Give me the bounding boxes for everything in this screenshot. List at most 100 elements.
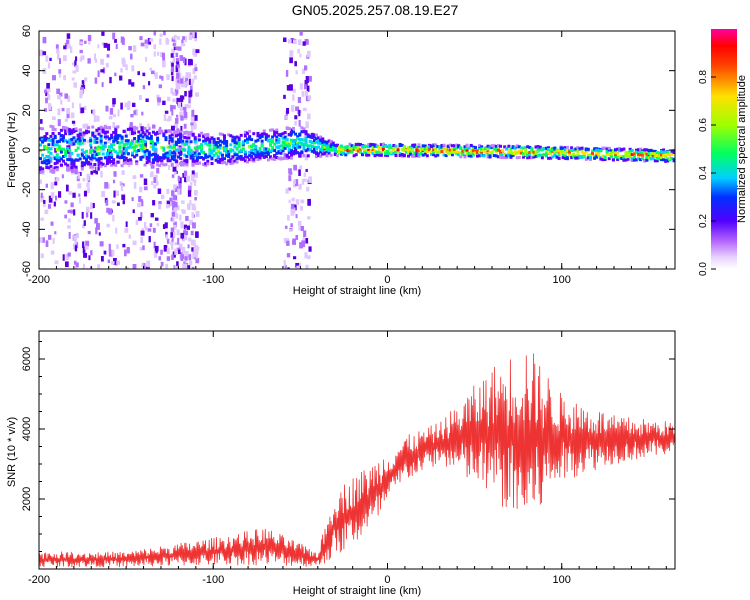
- spectrogram-noise-cell: [175, 187, 178, 192]
- spectrogram-ridge-cell: [59, 147, 63, 151]
- spectrogram-ridge-cell: [325, 149, 329, 153]
- spectrogram-noise-cell: [130, 113, 134, 118]
- spectrogram-noise-cell: [307, 95, 312, 101]
- spectrogram-ridge-cell: [151, 161, 155, 165]
- spectrogram-ridge-cell: [170, 139, 174, 143]
- spectrogram-noise-cell: [156, 94, 160, 100]
- spectrogram-ridge-cell: [430, 152, 434, 156]
- spectrogram-noise-cell: [179, 106, 183, 112]
- spectrogram-ridge-cell: [285, 141, 289, 145]
- spectrogram-ridge-cell: [147, 153, 151, 157]
- spectrogram-noise-cell: [289, 57, 293, 64]
- spectrogram-noise-cell: [120, 184, 124, 192]
- spectrogram-ridge-cell: [206, 162, 210, 166]
- spectrogram-ridge-cell: [306, 134, 310, 138]
- spectrogram-ridge-cell: [216, 137, 220, 141]
- spectrogram-ridge-cell: [377, 153, 381, 157]
- spectrogram-ridge-cell: [271, 157, 275, 161]
- spectrogram-ridge-cell: [206, 159, 210, 163]
- spectrogram-y-tick-label: 0: [21, 147, 33, 153]
- spectrogram-noise-cell: [289, 84, 293, 91]
- spectrogram-ridge-cell: [622, 155, 626, 159]
- spectrogram-noise-cell: [186, 80, 189, 86]
- spectrogram-ridge-cell: [287, 142, 291, 146]
- spectrogram-noise-cell: [190, 230, 194, 236]
- spectrogram-ridge-cell: [233, 159, 237, 163]
- spectrogram-ridge-cell: [547, 151, 551, 155]
- spectrogram-ridge-cell: [250, 148, 254, 152]
- spectrogram-ridge-cell: [624, 151, 628, 155]
- spectrogram-ridge-cell: [126, 152, 130, 156]
- spectrogram-ridge-cell: [649, 153, 653, 157]
- colorbar-tick-label: 0.2: [698, 214, 709, 228]
- spectrogram-ridge-cell: [135, 160, 139, 164]
- spectrogram-ridge-cell: [620, 148, 624, 152]
- spectrogram-ridge-cell: [310, 135, 314, 139]
- spectrogram-ridge-cell: [105, 159, 109, 163]
- spectrogram-ridge-cell: [312, 141, 316, 145]
- spectrogram-noise-cell: [171, 231, 176, 239]
- spectrogram-ridge-cell: [202, 157, 206, 161]
- snr-x-tick-label: -100: [202, 574, 224, 586]
- spectrogram-noise-cell: [42, 51, 47, 56]
- spectrogram-ridge-cell: [653, 152, 657, 156]
- spectrogram-noise-cell: [153, 51, 156, 57]
- spectrogram-noise-cell: [73, 260, 77, 265]
- spectrogram-ridge-cell: [256, 131, 260, 135]
- spectrogram-ridge-cell: [317, 145, 321, 149]
- spectrogram-ridge-cell: [321, 139, 325, 143]
- spectrogram-ridge-cell: [239, 157, 243, 161]
- spectrogram-ridge-cell: [340, 145, 344, 149]
- spectrogram-ridge-cell: [250, 154, 254, 158]
- spectrogram-ridge-cell: [478, 150, 482, 154]
- spectrogram-noise-cell: [180, 125, 183, 133]
- spectrogram-ridge-cell: [365, 148, 369, 152]
- spectrogram-ridge-cell: [637, 157, 641, 161]
- spectrogram-ridge-cell: [202, 139, 206, 143]
- spectrogram-noise-cell: [70, 168, 75, 173]
- spectrogram-ridge-cell: [457, 153, 461, 157]
- spectrogram-ridge-cell: [300, 130, 304, 134]
- spectrogram-ridge-cell: [545, 154, 549, 158]
- spectrogram-ridge-cell: [312, 150, 316, 154]
- spectrogram-ridge-cell: [384, 153, 388, 157]
- spectrogram-ridge-cell: [120, 155, 124, 159]
- spectrogram-noise-cell: [112, 114, 117, 118]
- colorbar-tick-label: 0.8: [698, 70, 709, 84]
- spectrogram-ridge-cell: [91, 133, 95, 137]
- spectrogram-ridge-cell: [266, 147, 270, 151]
- spectrogram-ridge-cell: [273, 142, 277, 146]
- spectrogram-ridge-cell: [214, 142, 218, 146]
- spectrogram-ridge-cell: [122, 155, 126, 159]
- spectrogram-noise-cell: [85, 212, 89, 218]
- spectrogram-noise-cell: [79, 49, 83, 54]
- spectrogram-ridge-cell: [407, 147, 411, 151]
- spectrogram-noise-cell: [145, 98, 149, 102]
- spectrogram-noise-cell: [188, 72, 192, 79]
- spectrogram-ridge-cell: [576, 146, 580, 150]
- spectrogram-ridge-cell: [607, 153, 611, 157]
- spectrogram-ridge-cell: [124, 150, 128, 154]
- spectrogram-ridge-cell: [651, 151, 655, 155]
- spectrogram-ridge-cell: [82, 131, 86, 135]
- spectrogram-ridge-cell: [137, 134, 141, 138]
- spectrogram-ridge-cell: [156, 156, 160, 160]
- spectrogram-ridge-cell: [231, 148, 235, 152]
- spectrogram-ridge-cell: [53, 128, 57, 132]
- spectrogram-ridge-cell: [162, 132, 166, 136]
- spectrogram-ridge-cell: [302, 138, 306, 142]
- spectrogram-ridge-cell: [118, 146, 122, 150]
- spectrogram-ridge-cell: [225, 141, 229, 145]
- spectrogram-ridge-cell: [158, 128, 162, 132]
- spectrogram-ridge-cell: [139, 147, 143, 151]
- spectrogram-ridge-cell: [545, 152, 549, 156]
- spectrogram-noise-cell: [170, 66, 175, 73]
- spectrogram-ridge-cell: [131, 145, 135, 149]
- spectrogram-ridge-cell: [425, 146, 429, 150]
- spectrogram-ridge-cell: [108, 158, 112, 162]
- spectrogram-noise-cell: [186, 265, 191, 269]
- spectrogram-ridge-cell: [239, 154, 243, 158]
- spectrogram-ridge-cell: [400, 148, 404, 152]
- spectrogram-ridge-cell: [400, 153, 404, 157]
- spectrogram-noise-cell: [64, 93, 69, 99]
